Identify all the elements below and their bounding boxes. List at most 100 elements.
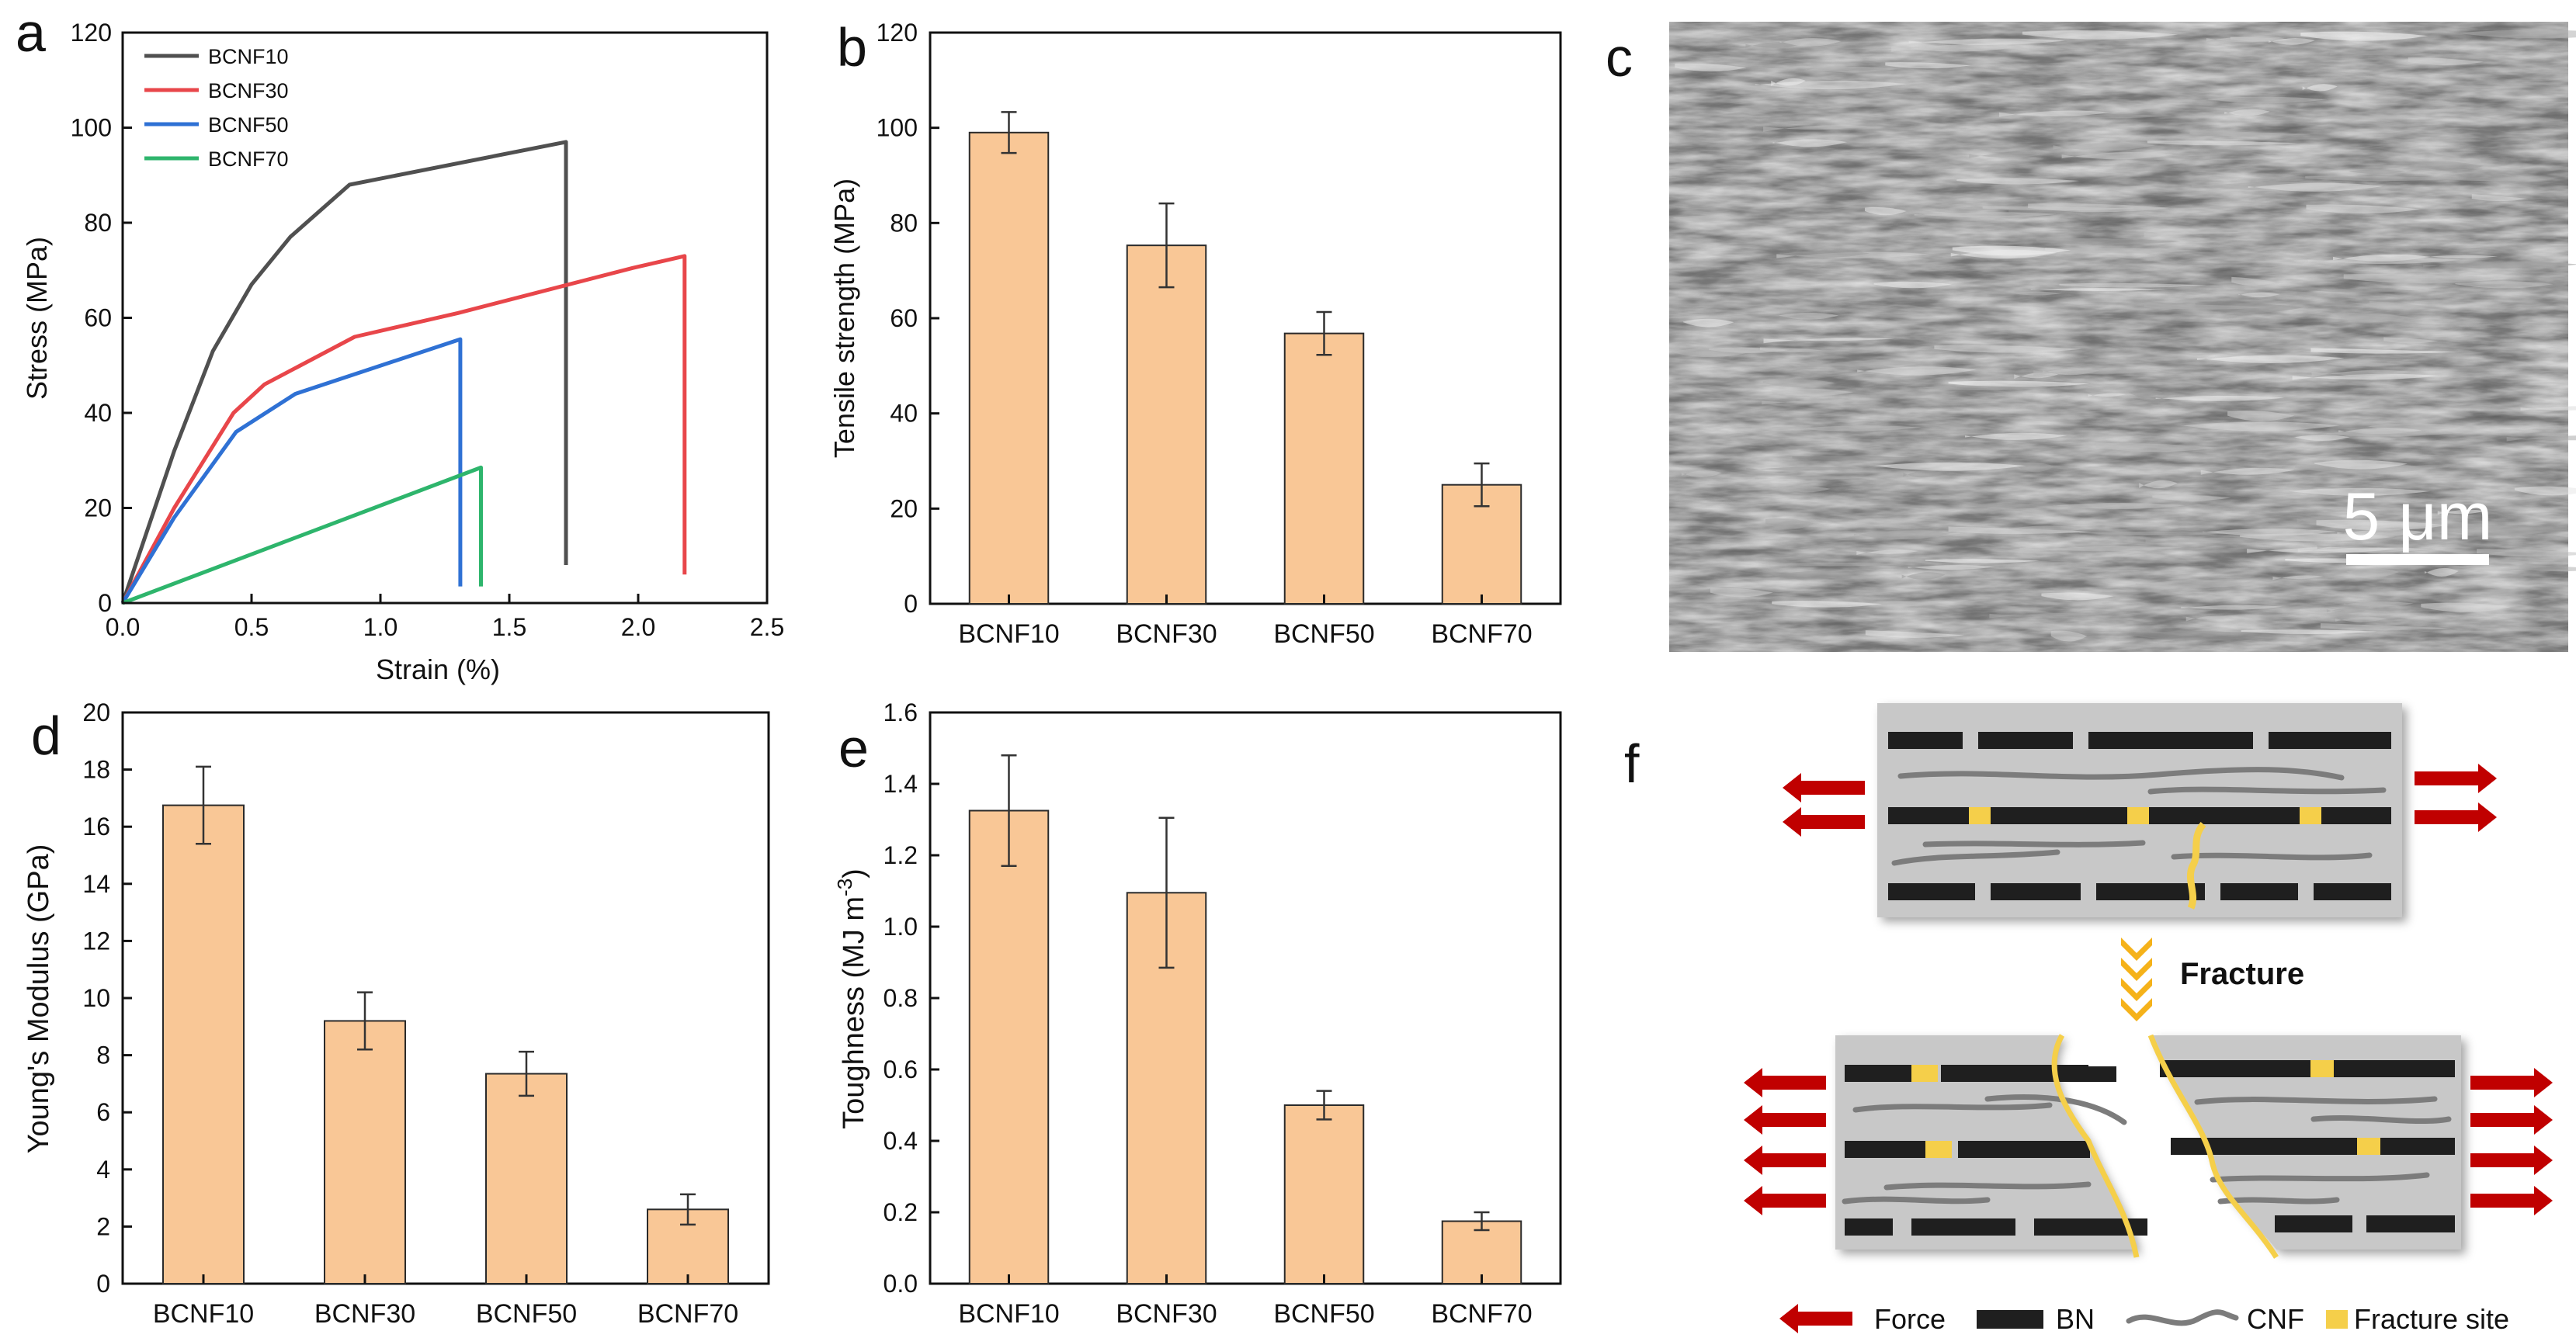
- sem-flake: [2344, 601, 2414, 607]
- force-arrow: [1744, 1105, 1826, 1135]
- sem-flake: [2303, 116, 2425, 120]
- y-tick-label: 2: [96, 1212, 110, 1240]
- x-tick-label: 1.5: [492, 613, 526, 641]
- sem-flake: [2061, 151, 2174, 160]
- fractured-left-block: [1744, 1034, 2147, 1258]
- sem-flake: [2343, 273, 2507, 283]
- y-tick-label: 1.4: [884, 770, 918, 798]
- sem-flake: [2268, 37, 2315, 45]
- sem-flake: [2514, 486, 2576, 496]
- y-tick-label: 12: [82, 927, 110, 955]
- fracture-site-legend-icon: [2326, 1310, 2348, 1329]
- sem-flake: [1772, 139, 1848, 147]
- crack-edge: [2147, 1034, 2279, 1259]
- sem-flake: [2181, 421, 2341, 432]
- sem-flake: [2155, 395, 2285, 401]
- y-axis-title: Toughness (MJ m-3): [833, 868, 870, 1129]
- sem-flake: [1763, 125, 1866, 132]
- sem-flake: [1681, 470, 1722, 477]
- fracture-site: [1969, 807, 1991, 824]
- sem-flake: [2429, 255, 2498, 258]
- sem-flake: [2471, 194, 2529, 202]
- sem-flake: [2337, 529, 2426, 536]
- sem-flake: [2144, 303, 2271, 310]
- series-line-bcnf70: [122, 465, 483, 605]
- sem-flake: [1675, 63, 1747, 72]
- sem-flake: [1969, 152, 2047, 158]
- sem-flake: [2421, 602, 2511, 612]
- sem-flake: [2477, 549, 2576, 557]
- x-tick-label: BCNF10: [153, 1299, 254, 1329]
- sem-flake: [2311, 369, 2412, 377]
- bn-platelet: [1941, 1065, 2088, 1082]
- fracture-sites: [1969, 807, 2321, 824]
- error-bar: [519, 1050, 534, 1097]
- sem-flake: [2316, 519, 2449, 531]
- y-tick-label: 0.0: [884, 1270, 918, 1298]
- sem-flake: [1960, 503, 2059, 508]
- sem-flake: [2181, 605, 2283, 610]
- error-bar: [1474, 462, 1490, 508]
- force-arrows-right: [2470, 1068, 2553, 1215]
- bn-legend-icon: [1977, 1310, 2043, 1329]
- sem-flake: [2423, 262, 2576, 269]
- y-tick-label: 0: [98, 589, 112, 617]
- force-arrow: [1744, 1186, 1826, 1215]
- sem-flake: [2053, 502, 2186, 509]
- sem-flake: [1762, 562, 1909, 567]
- sem-flake: [2231, 276, 2276, 286]
- sem-flake: [2327, 362, 2400, 367]
- sem-flake: [1779, 250, 1870, 258]
- legend-fracture-site-label: Fracture site: [2354, 1303, 2509, 1335]
- y-axis-title: Stress (MPa): [21, 237, 53, 400]
- bar-bcnf50: [1283, 332, 1365, 605]
- series-line-bcnf10: [120, 140, 568, 604]
- y-tick-label: 1.2: [884, 841, 918, 869]
- force-arrow: [2415, 764, 2497, 793]
- panel-b-tensile-strength-chart: b 0 20 40 60 80 100 120 BCNF10 BCNF30 BCNF50 BCNF…: [828, 17, 1562, 649]
- y-tick-label: 40: [890, 400, 918, 428]
- y-tick-label: 20: [890, 494, 918, 522]
- sem-flake: [2088, 393, 2126, 397]
- force-arrow: [2470, 1146, 2553, 1175]
- sem-flake: [1948, 380, 2090, 387]
- sem-flake: [2135, 580, 2256, 588]
- legend-bn-label: BN: [2056, 1303, 2095, 1335]
- sem-flake: [2224, 109, 2270, 116]
- cnf-fiber: [2310, 1114, 2452, 1125]
- sem-flake: [2200, 467, 2295, 475]
- sem-flake: [2196, 355, 2345, 364]
- panel-f-fracture-schematic: f: [1624, 703, 2553, 1335]
- chevron-down-icon: [2121, 978, 2152, 1001]
- bar-bcnf30: [1126, 892, 1207, 1285]
- sem-flake: [2346, 568, 2400, 578]
- force-arrow: [2470, 1105, 2553, 1135]
- sem-flake: [1999, 110, 2110, 117]
- bn-layers: [1888, 732, 2391, 900]
- panel-label-c: c: [1606, 27, 1633, 88]
- sem-flake: [1669, 348, 1753, 358]
- panel-c-sem-image: c 5 μm: [1606, 22, 2576, 652]
- bn-platelet: [1958, 1141, 2090, 1158]
- force-arrows-left: [1783, 773, 1865, 837]
- bar-bcnf30: [1126, 244, 1207, 605]
- sem-flake: [2152, 494, 2231, 501]
- x-tick-label: BCNF50: [1273, 1299, 1374, 1329]
- cnf-fiber: [1842, 1196, 1991, 1205]
- legend-label: BCNF30: [208, 79, 289, 102]
- sem-flake: [2041, 592, 2114, 601]
- sem-layered-flakes: [1669, 29, 2576, 642]
- x-tick-label: BCNF70: [637, 1299, 738, 1329]
- sem-flake: [2302, 84, 2338, 92]
- legend-label: BCNF10: [208, 45, 289, 68]
- bar-bcnf50: [485, 1073, 568, 1285]
- bn-platelet: [2096, 883, 2205, 900]
- y-tick-label: 0: [904, 590, 918, 618]
- sem-flake: [2144, 231, 2244, 237]
- fracture-chevrons: [2121, 938, 2152, 1021]
- y-tick-label: 80: [84, 209, 112, 237]
- force-arrow: [1744, 1068, 1826, 1097]
- sem-flake: [2206, 36, 2286, 43]
- force-arrow: [1783, 807, 1865, 837]
